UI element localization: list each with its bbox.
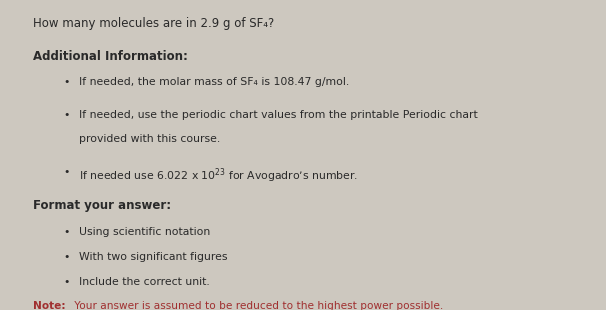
Text: •: •	[64, 227, 70, 237]
Text: Using scientific notation: Using scientific notation	[79, 227, 210, 237]
Text: •: •	[64, 252, 70, 262]
Text: Include the correct unit.: Include the correct unit.	[79, 277, 210, 286]
Text: Format your answer:: Format your answer:	[33, 199, 171, 212]
Text: How many molecules are in 2.9 g of SF₄?: How many molecules are in 2.9 g of SF₄?	[33, 17, 275, 30]
Text: Additional Information:: Additional Information:	[33, 50, 188, 63]
Text: Note:: Note:	[33, 301, 66, 310]
Text: If needed, the molar mass of SF₄ is 108.47 g/mol.: If needed, the molar mass of SF₄ is 108.…	[79, 77, 349, 87]
Text: •: •	[64, 277, 70, 286]
Text: •: •	[64, 167, 70, 177]
Text: If needed, use the periodic chart values from the printable Periodic chart: If needed, use the periodic chart values…	[79, 110, 478, 120]
Text: •: •	[64, 77, 70, 87]
Text: •: •	[64, 110, 70, 120]
Text: Your answer is assumed to be reduced to the highest power possible.: Your answer is assumed to be reduced to …	[71, 301, 443, 310]
Text: If needed use 6.022 x 10$^{23}$ for Avogadro’s number.: If needed use 6.022 x 10$^{23}$ for Avog…	[79, 167, 358, 185]
Text: With two significant figures: With two significant figures	[79, 252, 227, 262]
Text: provided with this course.: provided with this course.	[79, 134, 220, 144]
